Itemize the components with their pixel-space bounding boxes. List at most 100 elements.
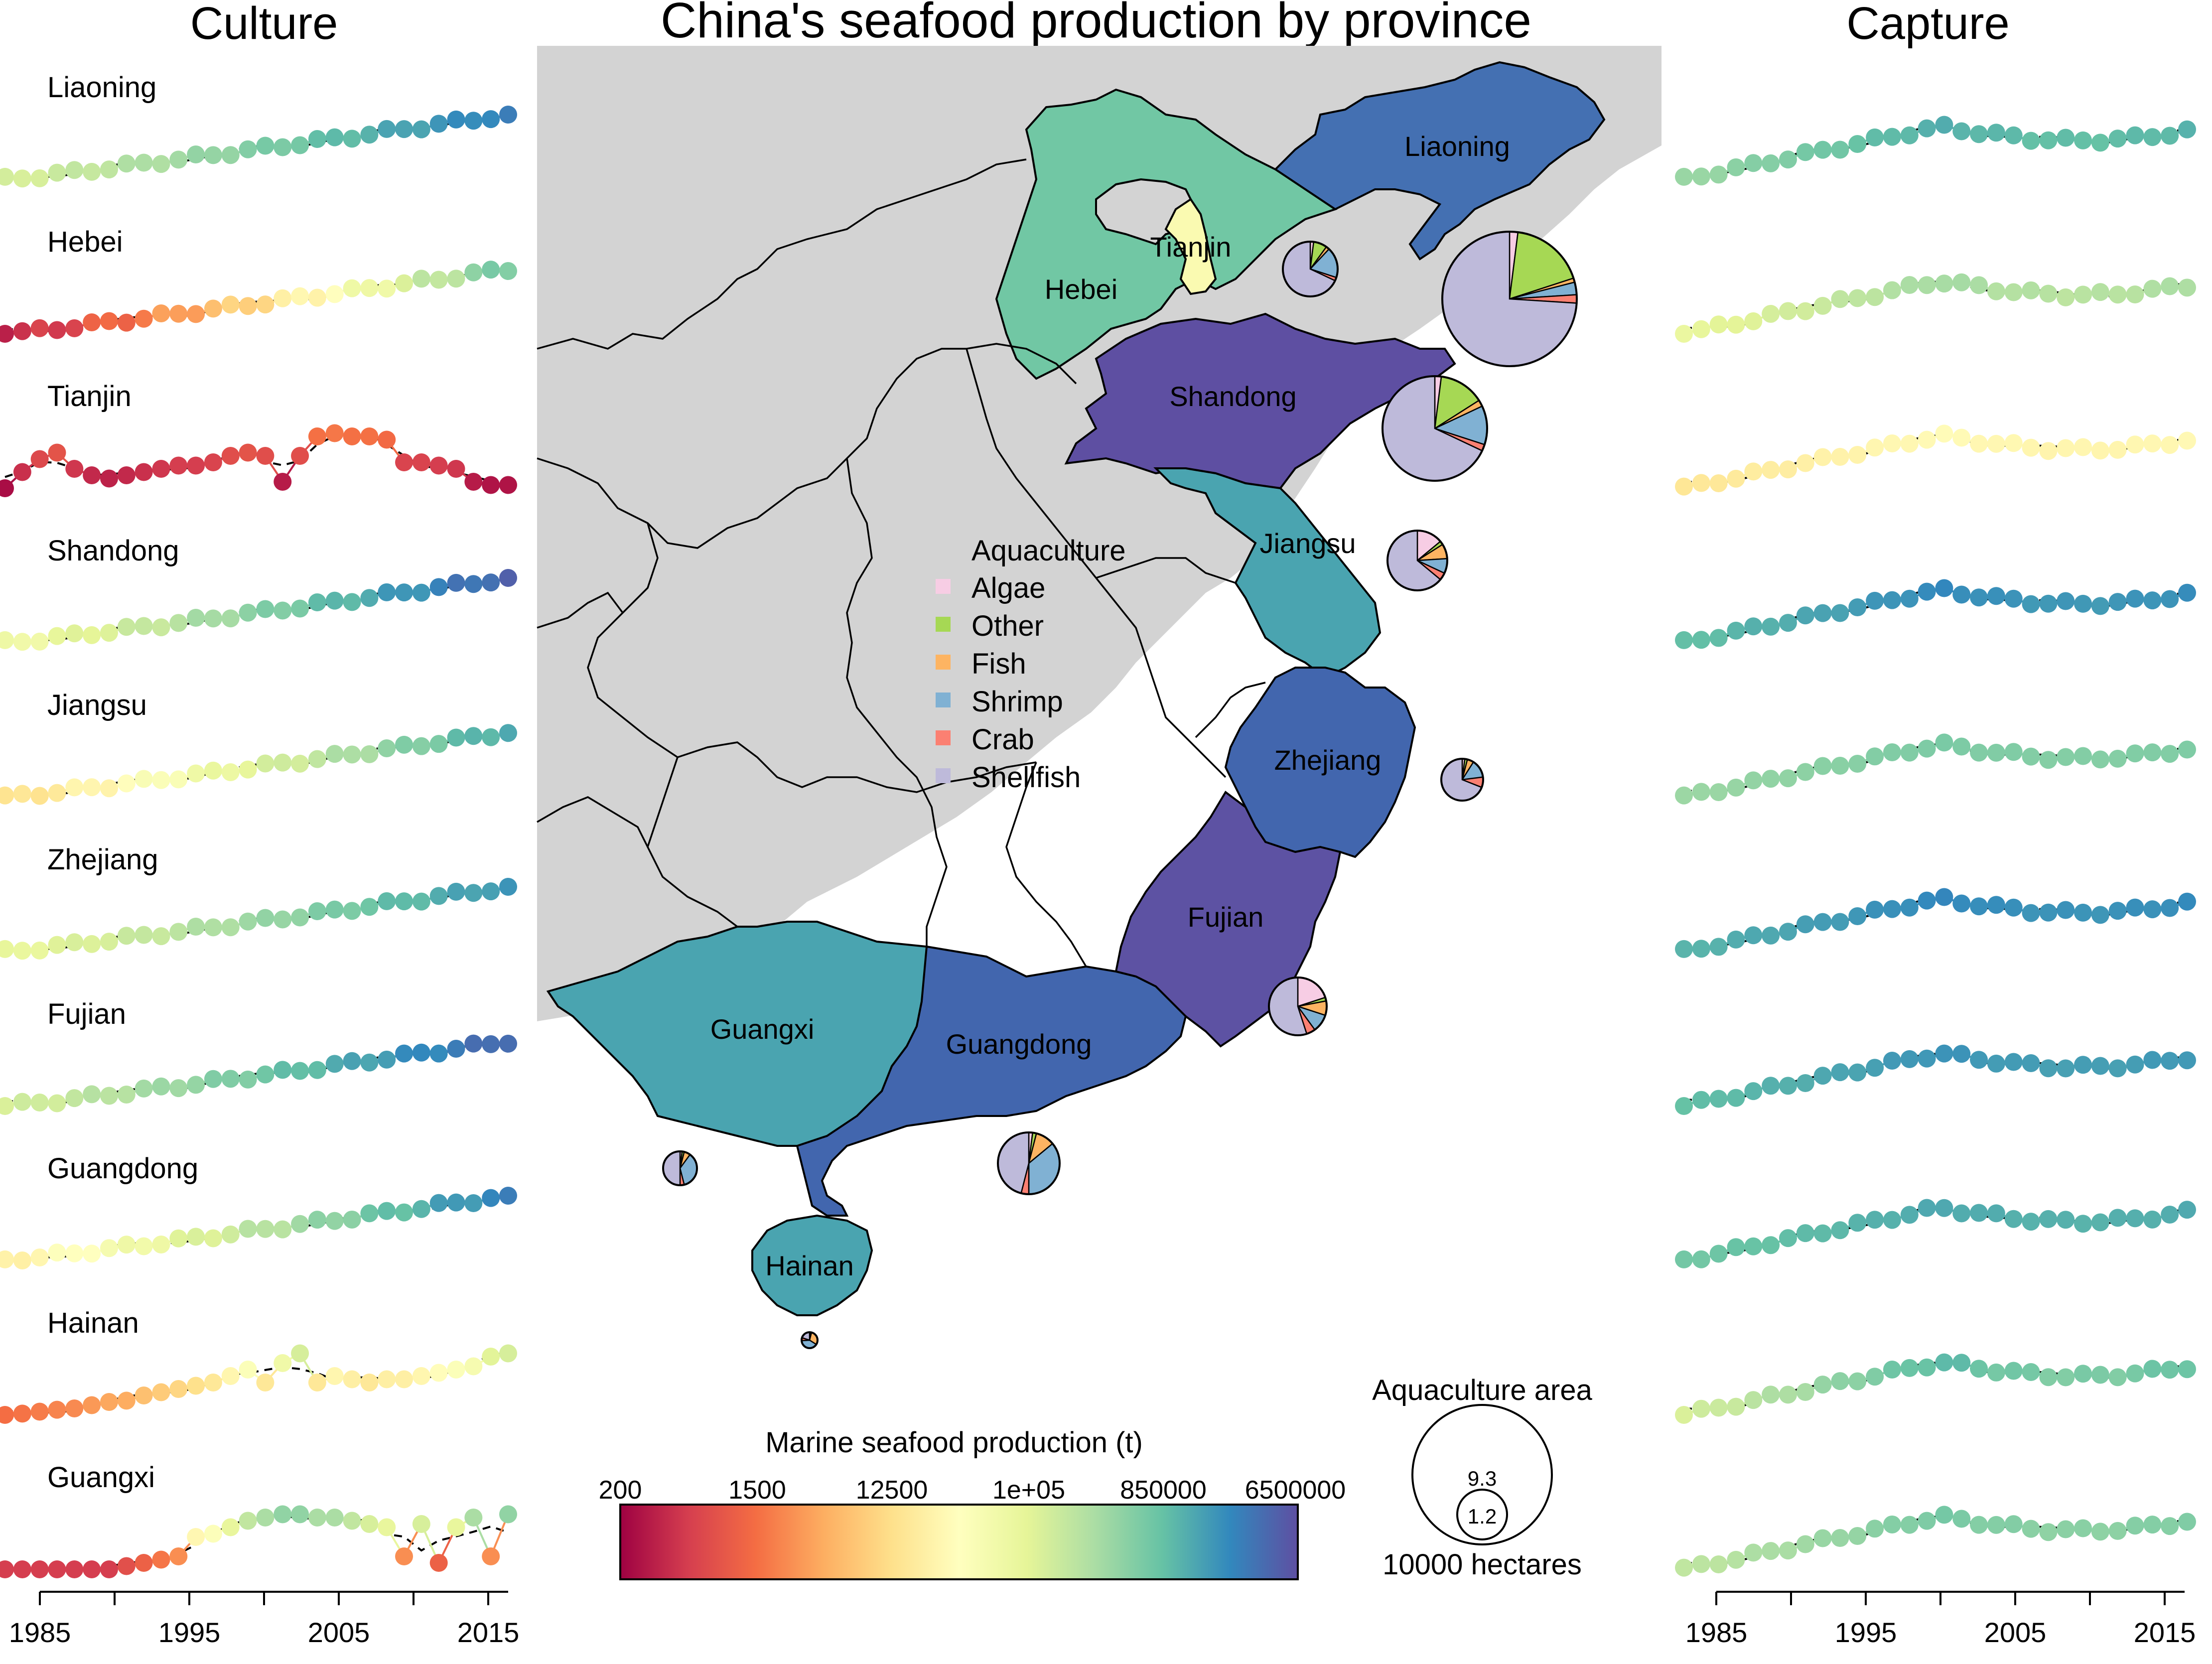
data-point — [1744, 462, 1763, 481]
data-point — [1952, 585, 1971, 604]
data-point — [30, 787, 49, 805]
data-point — [1709, 1245, 1728, 1263]
data-point — [2004, 898, 2023, 917]
data-point — [1866, 1368, 1884, 1386]
data-point — [308, 750, 326, 768]
data-point — [2039, 284, 2058, 303]
data-point — [1848, 1372, 1867, 1390]
panel-label-zhejiang: Zhejiang — [47, 843, 158, 876]
capture-tick-1995: 1995 — [1835, 1617, 1897, 1648]
data-point — [1675, 1558, 1693, 1577]
data-point — [2057, 1520, 2075, 1538]
data-point — [1866, 1059, 1884, 1077]
data-point — [1813, 1224, 1832, 1243]
data-point — [256, 1065, 275, 1084]
data-point — [412, 892, 430, 911]
data-point — [447, 460, 465, 478]
data-point — [239, 1512, 257, 1530]
data-point — [1952, 894, 1971, 913]
data-point — [1848, 445, 1867, 464]
culture-tick-1995: 1995 — [158, 1617, 221, 1648]
data-point — [2143, 743, 2162, 762]
data-point — [308, 593, 326, 611]
data-point — [135, 463, 153, 481]
data-point — [2108, 1059, 2127, 1078]
data-point — [30, 1560, 49, 1578]
data-point — [0, 1250, 14, 1268]
data-point — [1970, 743, 1988, 762]
data-point — [274, 601, 292, 620]
data-point — [2091, 134, 2109, 152]
legend-swatch-fish — [936, 655, 951, 670]
data-point — [2161, 436, 2179, 454]
area-legend-big-circle — [1411, 1404, 1553, 1545]
data-point — [48, 443, 66, 462]
data-point — [1883, 434, 1901, 452]
data-point — [117, 1236, 136, 1254]
pie-slice-shellfish — [662, 1150, 681, 1186]
data-point — [117, 927, 136, 945]
data-point — [0, 631, 14, 649]
data-point — [360, 1374, 379, 1391]
province-tianjin — [1164, 198, 1217, 295]
data-point — [1727, 1238, 1745, 1256]
legend-label-crab: Crab — [971, 723, 1034, 756]
data-point — [343, 427, 361, 445]
data-point — [429, 735, 448, 753]
data-point — [1709, 783, 1728, 801]
capture-panel-fujian — [1675, 1044, 2196, 1115]
data-point — [2161, 899, 2179, 917]
data-point — [360, 898, 379, 916]
data-point — [1918, 739, 1936, 758]
data-point — [239, 603, 257, 622]
data-point — [1987, 434, 2005, 453]
pie-5 — [1268, 976, 1328, 1036]
data-point — [1831, 604, 1849, 622]
data-point — [378, 583, 396, 601]
data-point — [447, 882, 465, 901]
data-point — [1918, 1358, 1936, 1377]
data-point — [169, 923, 188, 941]
data-point — [1831, 913, 1849, 931]
data-point — [378, 430, 396, 449]
data-point — [83, 162, 101, 181]
capture-x-axis: 1985 1995 2005 2015 — [1685, 1591, 2196, 1648]
data-point — [1727, 158, 1745, 176]
data-point — [239, 912, 257, 931]
data-point — [447, 1193, 465, 1212]
data-point — [100, 624, 118, 642]
data-point — [2022, 438, 2040, 457]
data-point — [169, 1547, 188, 1565]
data-point — [482, 573, 500, 592]
data-point — [65, 319, 84, 337]
data-point — [325, 1367, 344, 1385]
data-point — [1727, 315, 1745, 334]
pie-outline — [1386, 530, 1448, 591]
data-point — [152, 1383, 170, 1401]
data-point — [2178, 1051, 2196, 1070]
data-point — [1762, 1542, 1780, 1560]
data-point — [360, 589, 379, 607]
data-point — [1883, 1211, 1901, 1229]
data-point — [447, 110, 465, 129]
data-point — [499, 106, 517, 124]
data-point — [0, 479, 14, 497]
data-point — [83, 626, 101, 644]
data-point — [2074, 438, 2092, 456]
data-point — [2161, 590, 2179, 608]
pie-6 — [997, 1131, 1061, 1195]
data-point — [13, 169, 31, 188]
data-point — [499, 724, 517, 742]
data-point — [1987, 1516, 2005, 1534]
pie-3 — [1386, 530, 1448, 591]
data-point — [2004, 1515, 2023, 1533]
data-point — [2004, 283, 2023, 301]
data-point — [1848, 907, 1867, 925]
data-point — [1709, 1555, 1728, 1573]
data-point — [464, 1194, 483, 1213]
data-point — [65, 1244, 84, 1262]
data-point — [2161, 277, 2179, 295]
data-point — [100, 1560, 118, 1578]
pie-outline — [1268, 976, 1328, 1036]
map-label-liaoning: Liaoning — [1404, 131, 1510, 162]
